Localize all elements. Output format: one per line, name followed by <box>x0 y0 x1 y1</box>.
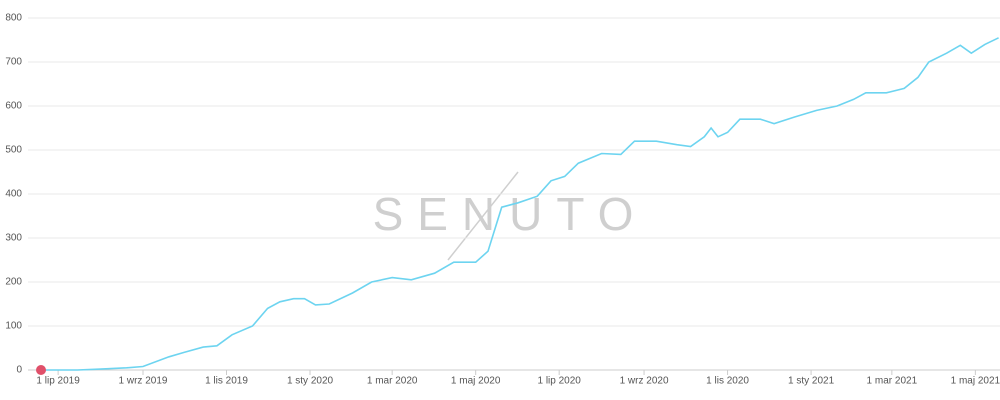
y-tick-label: 600 <box>5 101 22 112</box>
y-tick-label: 200 <box>5 277 22 288</box>
x-tick-label: 1 lis 2020 <box>706 376 749 387</box>
y-tick-label: 400 <box>5 189 22 200</box>
y-tick-label: 0 <box>16 365 22 376</box>
x-tick-label: 1 maj 2020 <box>451 376 501 387</box>
x-tick-label: 1 wrz 2020 <box>620 376 669 387</box>
x-tick-label: 1 lip 2020 <box>537 376 581 387</box>
y-tick-label: 800 <box>5 13 22 24</box>
start-marker <box>36 365 46 375</box>
y-tick-label: 100 <box>5 321 22 332</box>
x-tick-label: 1 maj 2021 <box>951 376 1000 387</box>
x-tick-label: 1 lip 2019 <box>36 376 80 387</box>
watermark: SENUTO <box>373 188 648 240</box>
x-tick-label: 1 wrz 2019 <box>119 376 168 387</box>
x-tick-label: 1 sty 2020 <box>287 376 334 387</box>
y-tick-label: 700 <box>5 57 22 68</box>
x-tick-label: 1 lis 2019 <box>205 376 248 387</box>
x-tick-label: 1 mar 2020 <box>367 376 418 387</box>
x-tick-label: 1 sty 2021 <box>788 376 835 387</box>
x-tick-label: 1 mar 2021 <box>867 376 918 387</box>
watermark-stroke <box>447 171 519 261</box>
y-tick-label: 300 <box>5 233 22 244</box>
series-line <box>40 37 999 371</box>
y-tick-label: 500 <box>5 145 22 156</box>
